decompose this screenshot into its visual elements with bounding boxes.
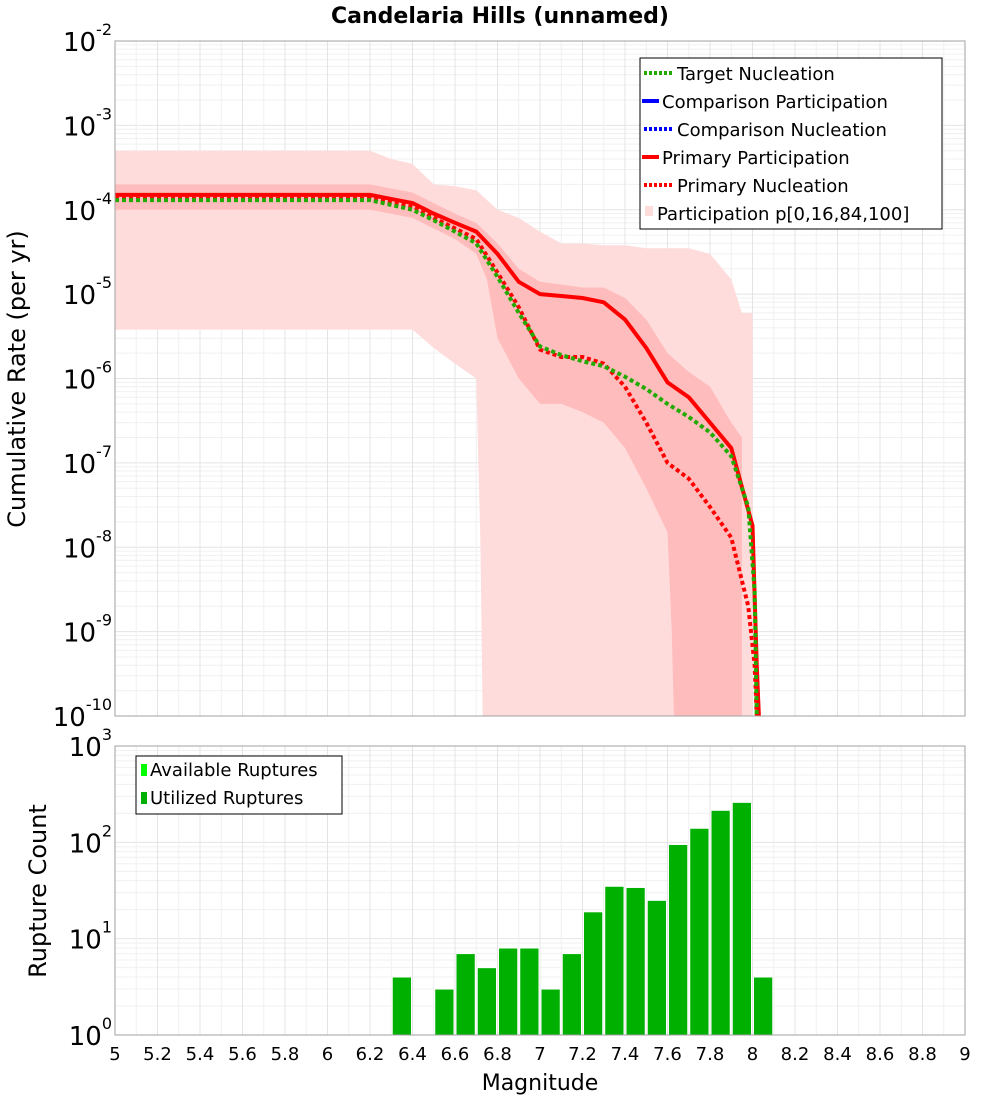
x-tick-label: 6.8 (483, 1044, 512, 1065)
legend-label-utilized-ruptures: Utilized Ruptures (150, 788, 303, 809)
top-legend: Target Nucleation Comparison Participati… (639, 57, 943, 230)
bar-utilized-ruptures (561, 953, 582, 1036)
series-target-nucleation (115, 198, 759, 716)
series-primary-nucleation (115, 196, 759, 716)
y-tick-label: 10-9 (63, 611, 112, 649)
y-tick-label: 10-10 (53, 695, 112, 733)
bar-utilized-ruptures (689, 827, 710, 1036)
x-tick-label: 9 (959, 1044, 970, 1065)
legend-label-available-ruptures: Available Ruptures (150, 760, 318, 781)
y-tick-label: 101 (69, 918, 112, 956)
participation-bands (115, 150, 753, 716)
legend-label-target-nucleation: Target Nucleation (676, 64, 835, 85)
band-inner-p16-p84 (115, 184, 742, 716)
y-tick-label: 102 (69, 821, 112, 859)
top-legend-box (639, 57, 943, 230)
x-tick-label: 7 (534, 1044, 545, 1065)
bar-utilized-ruptures (731, 801, 752, 1036)
bar-utilized-ruptures (604, 885, 625, 1036)
top-y-axis-ticks: 10-10 10-9 10-8 10-7 10-6 10-5 10-4 10-3 10-2 (53, 20, 112, 733)
bar-utilized-ruptures (455, 953, 476, 1036)
x-tick-label: 7.2 (568, 1044, 597, 1065)
bar-utilized-ruptures (583, 911, 604, 1036)
x-tick-label: 7.6 (653, 1044, 682, 1065)
x-tick-label: 5 (109, 1044, 120, 1065)
x-tick-label: 5.4 (186, 1044, 215, 1065)
bottom-y-axis-ticks: 100 101 102 103 (69, 725, 112, 1052)
bar-utilized-ruptures (434, 988, 455, 1036)
bottom-plot-frame (114, 745, 966, 1036)
bar-utilized-ruptures (646, 899, 667, 1036)
x-axis-ticks: 5 5.2 5.4 5.6 5.8 6 6.2 6.4 6.6 6.8 7 7.2 7.4 7.6 7.8 8… (109, 1044, 970, 1065)
x-tick-label: 8 (747, 1044, 758, 1065)
y-tick-label: 10-2 (63, 20, 112, 58)
rupture-bars (391, 801, 774, 1036)
bar-utilized-ruptures (498, 947, 519, 1036)
bottom-legend: Available Ruptures Utilized Ruptures (135, 755, 343, 815)
x-tick-label: 8.2 (781, 1044, 810, 1065)
bar-utilized-ruptures (753, 976, 774, 1036)
legend-label-comparison-nucleation: Comparison Nucleation (677, 120, 887, 141)
y-tick-label: 10-5 (63, 273, 112, 311)
bar-utilized-ruptures (668, 843, 689, 1036)
bar-utilized-ruptures (710, 809, 731, 1036)
x-tick-label: 7.8 (696, 1044, 725, 1065)
x-tick-label: 8.4 (823, 1044, 852, 1065)
bar-utilized-ruptures (625, 886, 646, 1036)
top-y-axis-label: Cumulative Rate (per yr) (3, 230, 31, 528)
x-tick-label: 5.8 (271, 1044, 300, 1065)
legend-swatch-participation-band (645, 206, 653, 216)
top-plot-frame (114, 40, 966, 717)
bottom-legend-box (135, 755, 343, 815)
x-tick-label: 5.6 (228, 1044, 257, 1065)
legend-label-participation-band: Participation p[0,16,84,100] (657, 204, 909, 225)
x-tick-label: 6.4 (398, 1044, 427, 1065)
x-tick-label: 6 (322, 1044, 333, 1065)
x-tick-label: 8.6 (866, 1044, 895, 1065)
y-tick-label: 100 (69, 1014, 112, 1052)
rate-series (115, 192, 761, 716)
x-axis-label: Magnitude (482, 1071, 599, 1096)
y-tick-label: 10-6 (63, 358, 112, 396)
y-tick-label: 103 (69, 725, 112, 763)
bar-utilized-ruptures (476, 967, 497, 1036)
bar-utilized-ruptures (540, 988, 561, 1036)
legend-swatch-available-ruptures (141, 764, 147, 776)
bottom-y-axis-label: Rupture Count (24, 804, 52, 978)
y-tick-label: 10-8 (63, 526, 112, 564)
x-tick-label: 7.4 (611, 1044, 640, 1065)
y-tick-label: 10-3 (63, 104, 112, 142)
y-tick-label: 10-4 (63, 189, 112, 227)
bottom-plot-grid (114, 745, 966, 1036)
x-tick-label: 8.8 (908, 1044, 937, 1065)
bar-utilized-ruptures (519, 947, 540, 1036)
y-tick-label: 10-7 (63, 442, 112, 480)
x-tick-label: 6.2 (356, 1044, 385, 1065)
legend-label-primary-nucleation: Primary Nucleation (677, 176, 849, 197)
legend-label-primary-participation: Primary Participation (662, 148, 850, 169)
legend-label-comparison-participation: Comparison Participation (662, 92, 888, 113)
series-primary-participation (115, 192, 761, 716)
chart-title: Candelaria Hills (unnamed) (331, 4, 669, 29)
x-tick-label: 6.6 (441, 1044, 470, 1065)
legend-swatch-utilized-ruptures (141, 792, 147, 804)
bar-utilized-ruptures (391, 976, 412, 1036)
x-tick-label: 5.2 (143, 1044, 172, 1065)
